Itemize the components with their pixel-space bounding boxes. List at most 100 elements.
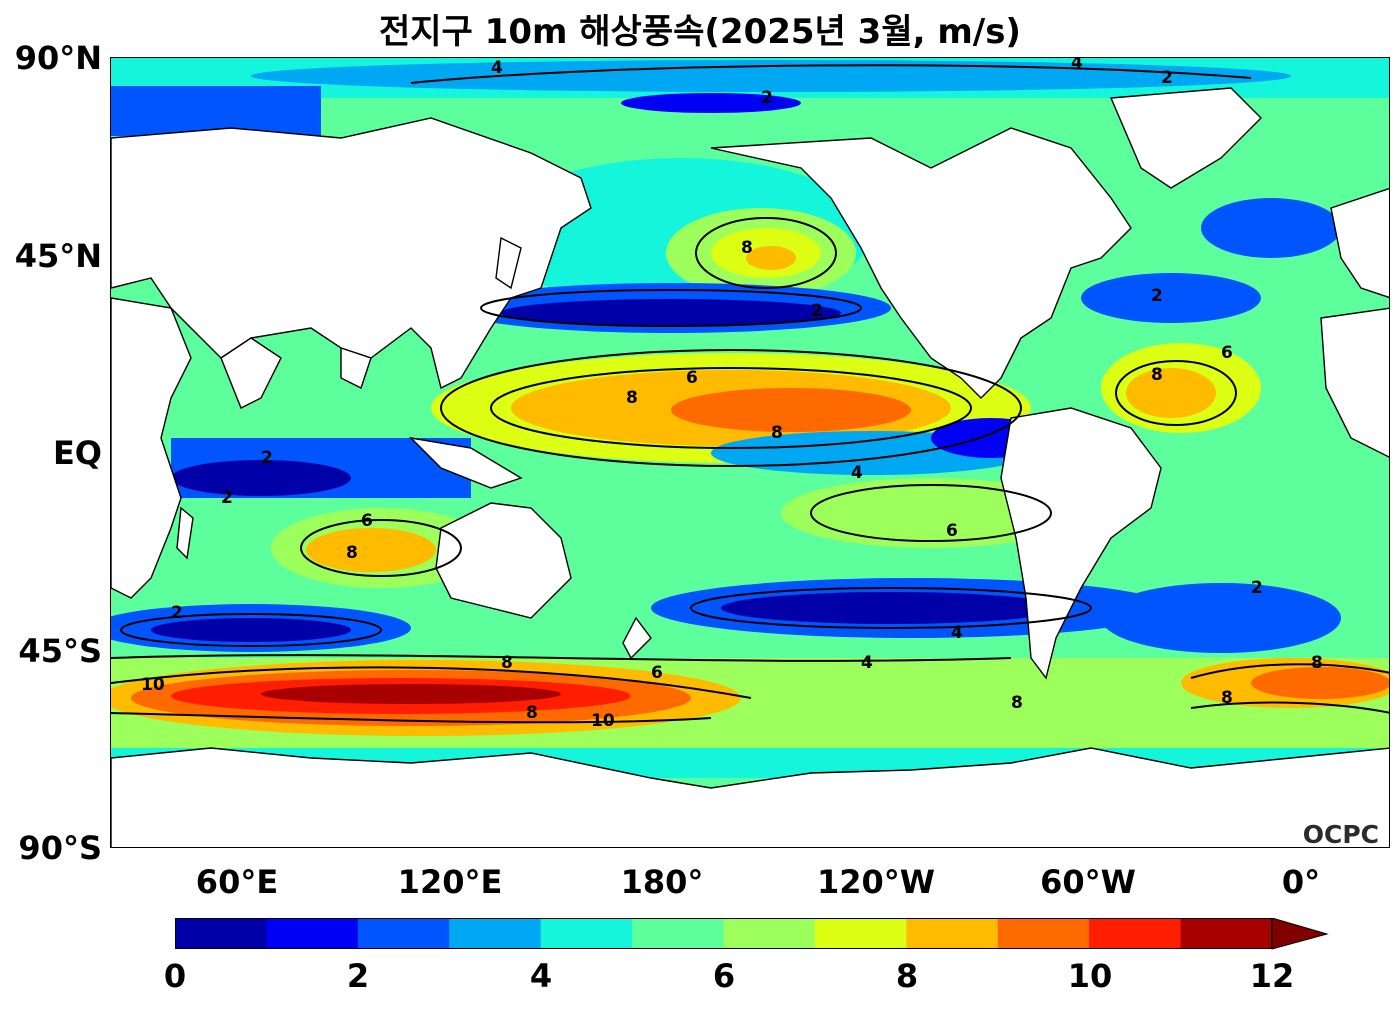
contour-label: 2 (171, 603, 183, 623)
contour-label: 6 (686, 368, 698, 388)
contour-label: 8 (1221, 688, 1233, 708)
colorbar-label-4: 4 (529, 957, 553, 995)
y-tick-45n: 45°N (14, 237, 102, 275)
colorbar-label-8: 8 (895, 957, 919, 995)
barents-sea (111, 86, 321, 136)
y-tick-eq: EQ (52, 434, 102, 472)
europe-west (1330, 187, 1389, 299)
contour-label: 4 (861, 653, 873, 673)
natl-north-calm (1201, 198, 1341, 258)
colorbar-label-0: 0 (163, 957, 187, 995)
npac-calm-core (501, 299, 841, 327)
colorbar-cell (1180, 918, 1273, 949)
madagascar (176, 506, 194, 560)
contour-label: 4 (1071, 58, 1083, 73)
contour-label: 8 (771, 423, 783, 443)
contour-label: 2 (811, 301, 823, 321)
eurasia (111, 117, 592, 390)
map-svg: 8 2 2 8 8 6 6 4 8 6 2 2 2 10 10 8 8 4 4 … (111, 58, 1389, 848)
colorbar-cell (1089, 918, 1182, 949)
natl-trades-high (1126, 368, 1216, 418)
y-tick-90s: 90°S (18, 829, 102, 867)
indochina (340, 347, 372, 389)
y-tick-45s: 45°S (18, 632, 102, 670)
contour-label: 4 (491, 58, 503, 78)
contour-labels: 8 2 2 8 8 6 6 4 8 6 2 2 2 10 10 8 8 4 4 … (141, 58, 1323, 731)
y-tick-90n: 90°N (14, 39, 102, 77)
antarctica (111, 747, 1389, 847)
contour-label: 2 (1161, 68, 1173, 88)
x-tick-180: 180° (620, 863, 704, 901)
contour-label: 2 (761, 88, 773, 108)
sindian-trades-high (306, 528, 436, 572)
colorbar-cell (632, 918, 724, 949)
colorbar-cell (906, 918, 999, 949)
x-tick-120w: 120°W (816, 863, 936, 901)
contour-label: 8 (1311, 653, 1323, 673)
colorbar-cell (814, 918, 907, 949)
africa (111, 297, 192, 599)
new-zealand (622, 616, 652, 660)
arctic-low (621, 93, 801, 113)
contour-label: 4 (851, 463, 863, 483)
wind-speed-map: 8 2 2 8 8 6 6 4 8 6 2 2 2 10 10 8 8 4 4 … (110, 57, 1390, 848)
satl-so-peak (1251, 667, 1389, 699)
contour-label: 10 (591, 711, 615, 731)
colorbar-label-6: 6 (712, 957, 736, 995)
contour-label: 6 (361, 511, 373, 531)
x-tick-60e: 60°E (195, 863, 279, 901)
contour-label: 2 (1151, 286, 1163, 306)
contour-lines (111, 64, 1389, 724)
contour-label: 10 (141, 675, 165, 695)
x-tick-0: 0° (1281, 863, 1321, 901)
x-tick-60w: 60°W (1040, 863, 1136, 901)
map-title: 전지구 10m 해상풍속(2025년 3월, m/s) (379, 12, 1021, 52)
so-peak (261, 684, 561, 704)
arctic-sea (251, 60, 1291, 92)
contour-label: 8 (1151, 365, 1163, 385)
colorbar-cells (175, 918, 1273, 949)
colorbar-extend-arrow (1271, 918, 1329, 950)
colorbar-cell (997, 918, 1090, 949)
contour-label: 2 (261, 448, 273, 468)
colorbar (175, 918, 1329, 950)
x-tick-120e: 120°E (397, 863, 503, 901)
colorbar-frame (175, 918, 1272, 949)
west-africa (1320, 307, 1389, 458)
colorbar-cell (449, 918, 542, 949)
contour-label: 6 (1221, 343, 1233, 363)
contour-label: 8 (346, 543, 358, 563)
ocpc-logo: OCPC (1303, 820, 1379, 848)
contour-label: 8 (741, 238, 753, 258)
japan (495, 236, 522, 290)
greenland (1109, 87, 1262, 189)
colorbar-label-12: 12 (1249, 957, 1295, 995)
colorbar-label-2: 2 (346, 957, 370, 995)
australia (435, 502, 572, 619)
contour-label: 8 (501, 653, 513, 673)
contour-label: 8 (626, 388, 638, 408)
contour-label: 4 (951, 623, 963, 643)
indonesia (408, 436, 523, 489)
sindian-calm-core (151, 618, 351, 642)
colorbar-label-10: 10 (1067, 957, 1113, 995)
contour-label: 8 (1011, 693, 1023, 713)
contour-label: 2 (221, 488, 233, 508)
north-america (710, 127, 1132, 399)
indian-eq-core (171, 460, 351, 496)
india (220, 337, 282, 409)
contour-label: 2 (1251, 578, 1263, 598)
natl-calm (1081, 273, 1261, 323)
colorbar-cell (723, 918, 816, 949)
npac-peak (746, 246, 796, 270)
colorbar-cell (175, 918, 267, 949)
south-america (1000, 407, 1162, 680)
colorbar-cell (357, 918, 450, 949)
contour-label: 6 (651, 663, 663, 683)
landmasses (111, 87, 1389, 847)
colorbar-cell (266, 918, 359, 949)
spac-calm-core (721, 592, 1061, 624)
colorbar-cell (540, 918, 633, 949)
contour-label: 8 (526, 703, 538, 723)
npac-trades-peak (671, 388, 911, 432)
